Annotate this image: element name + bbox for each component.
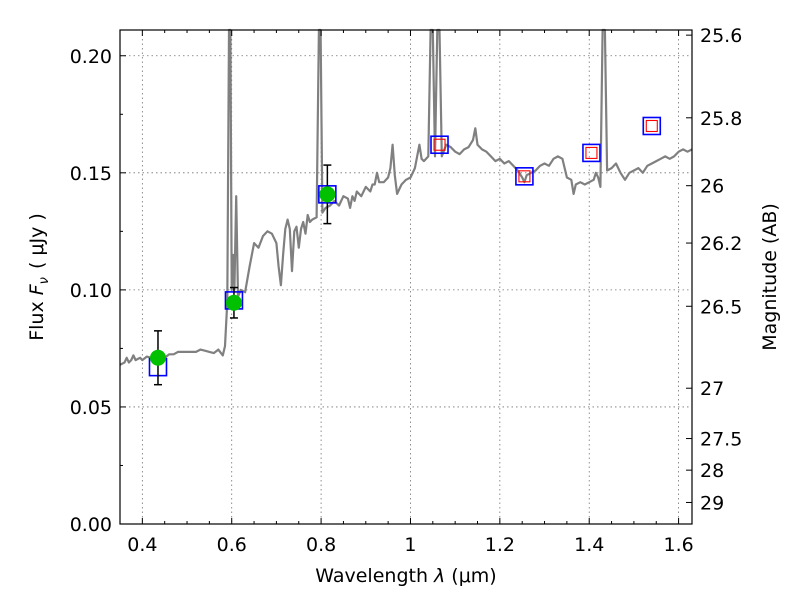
model-inner-marker [518,170,531,183]
y2-tick-label: 25.6 [700,25,742,47]
y2-tick-label: 27.5 [700,429,742,451]
model-inner-marker [585,146,598,159]
y2-tick-label: 26.5 [700,296,742,318]
model-inner-marker [645,119,658,133]
model-inner-marker [433,138,446,151]
y-axis-label-prefix: Flux [26,295,48,341]
model-box-marker [642,116,662,136]
x-axis-label: Wavelength λ (μm) [315,565,496,587]
model-box-marker [430,135,449,155]
x-tick-label: 1.2 [485,534,515,556]
y-tick-label: 0.05 [70,397,112,419]
observed-point [319,186,336,203]
y-axis-label-unit: ( μJy ) [26,213,48,269]
y2-tick-label: 26 [700,176,724,198]
y2-tick-label: 27 [700,378,724,400]
x-tick-label: 0.6 [217,534,247,556]
x-tick-label: 0.8 [306,534,336,556]
observed-point [225,294,242,311]
plot-frame [119,29,693,525]
observed-point [149,349,166,366]
spectrum-line [119,28,693,366]
model-box-marker [582,143,601,163]
y-tick-label: 0.10 [70,280,112,302]
y2-axis-label: Magnitude (AB) [759,203,781,351]
photometry-markers [148,116,662,386]
y2-tick-label: 29 [700,492,724,514]
model-box-marker [515,167,534,186]
y-tick-label: 0.20 [70,46,112,68]
x-axis-label-lambda: λ [433,565,445,587]
spectrum-series [119,28,693,366]
y2-tick-label: 26.2 [700,233,742,255]
x-tick-label: 1.6 [663,534,693,556]
x-tick-label: 1.4 [574,534,604,556]
x-axis-label-prefix: Wavelength [315,565,434,587]
y-axis-label-symbol: F [26,283,48,295]
y2-tick-label: 25.8 [700,108,742,130]
y2-tick-label: 28 [700,460,724,482]
y-tick-label: 0.00 [70,514,112,536]
x-tick-label: 0.4 [127,534,157,556]
y-tick-label: 0.15 [70,163,112,185]
axis-ticks: 0.4 0.6 0.8 1 1.2 1.4 1.6 0.00 0.05 0.10 0.15 0.20 2… [70,25,743,556]
y-axis-label: Flux Fν ( μJy ) [26,213,52,341]
y-axis-label-subscript: ν [37,277,52,284]
x-tick-label: 1 [404,534,416,556]
x-axis-label-unit: (μm) [451,565,496,587]
